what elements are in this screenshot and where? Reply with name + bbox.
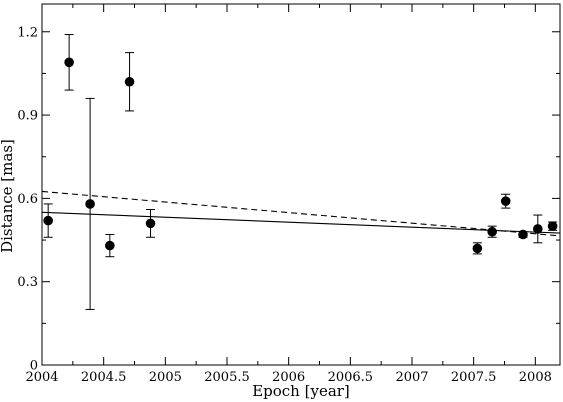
data-marker <box>547 221 558 231</box>
y-tick-label: 0.6 <box>17 192 38 207</box>
data-point <box>85 97 95 310</box>
x-tick-label: 2008 <box>519 370 552 385</box>
data-marker <box>124 76 135 87</box>
data-point <box>547 221 558 231</box>
data-point <box>145 208 156 238</box>
x-tick-label: 2007.5 <box>451 370 497 385</box>
x-tick-label: 2005 <box>149 370 182 385</box>
data-marker <box>64 57 74 68</box>
data-marker <box>533 224 543 234</box>
y-tick-label: 0.9 <box>17 109 38 124</box>
x-tick-label: 2005.5 <box>204 370 250 385</box>
data-marker <box>487 226 497 237</box>
fit-lines <box>42 190 560 237</box>
data-point <box>43 203 53 238</box>
fit-line-solid <box>42 211 560 234</box>
data-point <box>500 193 511 209</box>
plot-frame <box>41 3 561 366</box>
data-marker <box>500 196 511 206</box>
x-tick-label: 2007 <box>395 370 428 385</box>
data-point <box>518 229 528 240</box>
data-marker <box>85 199 95 209</box>
y-tick-label: 1.2 <box>17 25 38 40</box>
x-tick-label: 2006.5 <box>328 370 374 385</box>
data-point <box>533 214 543 244</box>
data-marker <box>105 240 115 251</box>
y-tick-label: 0 <box>30 359 38 374</box>
data-point <box>472 242 483 255</box>
plot-area <box>41 3 561 366</box>
x-tick-label: 2004.5 <box>81 370 127 385</box>
y-axis-label: Distance [mas] <box>0 139 16 253</box>
data-marker <box>145 218 156 229</box>
y-tick-label: 0.3 <box>17 275 38 290</box>
x-axis-label: Epoch [year] <box>252 382 350 400</box>
data-point <box>487 225 497 238</box>
data-marker <box>43 215 53 226</box>
fit-line-dashed <box>42 190 560 237</box>
data-point <box>105 233 115 258</box>
data-marker <box>518 229 528 240</box>
data-point <box>64 34 74 91</box>
x-tick-label: 2004 <box>25 370 58 385</box>
data-marker <box>472 243 483 254</box>
data-point <box>124 52 135 112</box>
x-tick-label: 2006 <box>272 370 305 385</box>
ticks-layer: 2004 2004.5 2005 2005.5 2006 2006.5 2007 2007.5… <box>17 4 560 385</box>
